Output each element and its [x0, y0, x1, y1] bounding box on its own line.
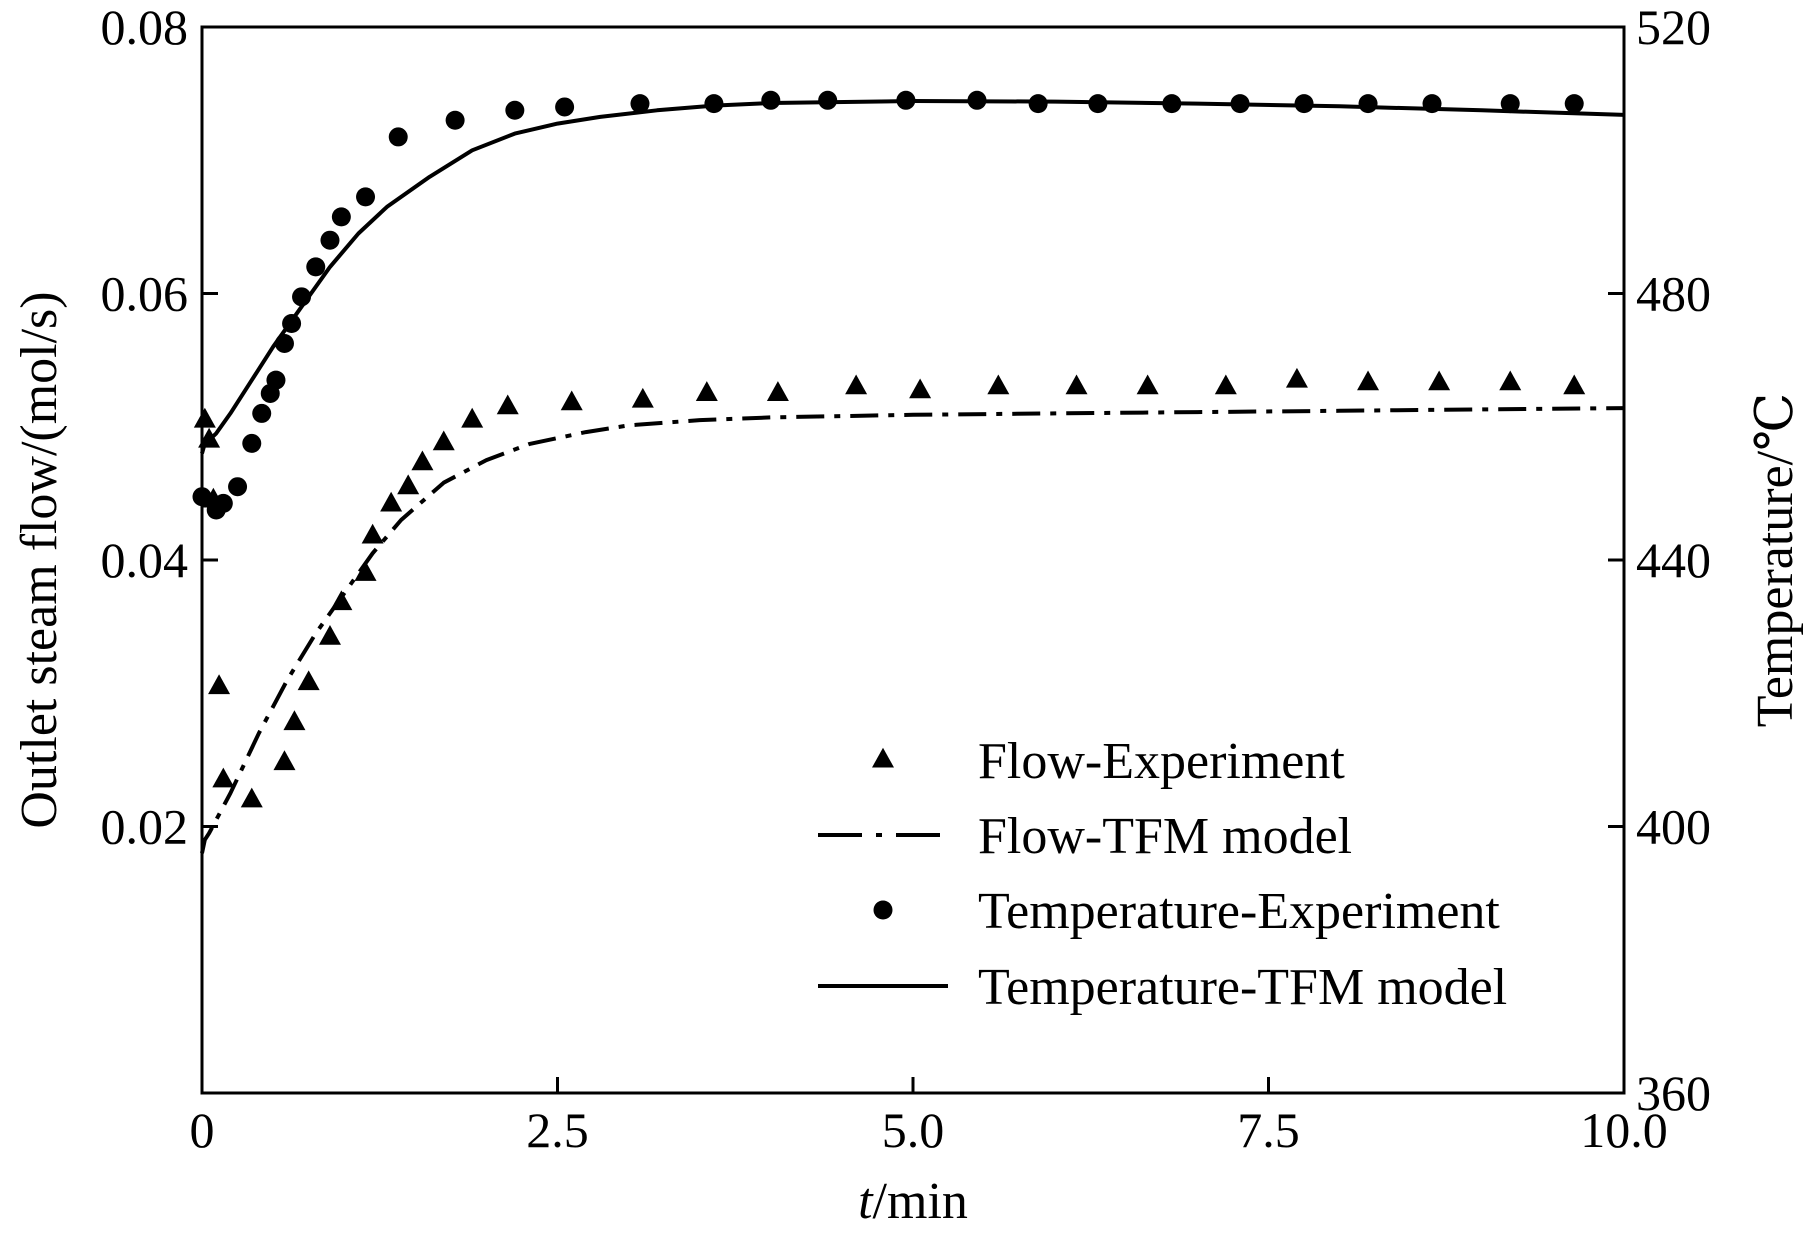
legend-label: Temperature-Experiment — [978, 883, 1500, 940]
series-points-2 — [192, 90, 1584, 520]
data-point-triangle — [987, 374, 1010, 395]
data-point-triangle — [1285, 367, 1308, 388]
y-right-tick-label: 360 — [1636, 1065, 1711, 1121]
data-point-circle — [761, 90, 781, 110]
y-left-tick-label: 0.04 — [101, 532, 189, 588]
data-point-triangle — [1214, 374, 1237, 395]
data-point-triangle — [461, 407, 484, 428]
data-point-circle — [555, 97, 575, 117]
data-point-triangle — [1136, 374, 1159, 395]
y-left-axis-title: Outlet steam flow/(mol/s) — [11, 291, 68, 828]
series-line-1 — [200, 406, 1625, 854]
data-point-triangle — [909, 378, 932, 399]
data-point-circle — [1028, 94, 1048, 114]
y-left-tick-label: 0.08 — [101, 0, 189, 55]
y-right-tick-label: 480 — [1636, 266, 1711, 322]
legend-item: Flow-TFM model — [818, 808, 1352, 865]
y-left-tick-label: 0.06 — [101, 266, 189, 322]
data-point-circle — [630, 94, 650, 114]
legend-item: Flow-Experiment — [872, 733, 1345, 790]
legend-label: Flow-TFM model — [978, 808, 1352, 865]
x-tick-label: 0 — [190, 1102, 215, 1158]
data-point-triangle — [560, 390, 583, 411]
data-point-triangle — [380, 491, 403, 512]
x-axis-title: t/min — [858, 1173, 968, 1230]
data-point-triangle — [208, 674, 231, 695]
data-point-circle — [242, 433, 262, 453]
data-point-circle — [228, 477, 248, 497]
series-line — [200, 406, 1625, 854]
data-point-triangle — [1357, 370, 1380, 391]
y-right-tick-label: 520 — [1636, 0, 1711, 55]
data-point-triangle — [766, 381, 789, 401]
data-point-triangle — [361, 523, 384, 544]
x-tick-label: 7.5 — [1237, 1102, 1300, 1158]
x-axis-title-variable: t — [858, 1173, 874, 1230]
y-left-tick-label: 0.02 — [101, 799, 189, 855]
legend-item: Temperature-TFM model — [818, 959, 1507, 1016]
series-layer — [192, 90, 1625, 854]
data-point-circle — [388, 127, 408, 147]
data-point-triangle — [845, 374, 868, 395]
y-right-axis-title: Temperature/℃ — [1747, 393, 1804, 728]
data-point-triangle — [695, 381, 718, 401]
data-point-triangle — [354, 561, 377, 581]
x-axis-title-unit: /min — [873, 1173, 968, 1230]
data-point-circle — [356, 187, 376, 207]
y-right-tick-label: 440 — [1636, 532, 1711, 588]
series-line-3 — [200, 99, 1625, 454]
data-point-circle — [252, 403, 272, 423]
series-points-0 — [193, 367, 1586, 808]
legend-circle-swatch — [873, 900, 893, 920]
data-point-triangle — [193, 407, 216, 428]
x-tick-label: 2.5 — [526, 1102, 589, 1158]
data-point-circle — [320, 230, 340, 250]
data-point-triangle — [212, 767, 235, 788]
data-point-triangle — [631, 387, 654, 408]
axis-ticks: 0 2.5 5.0 7.5 10.0 0.02 0.04 0.06 0.08 360 400 440 4… — [101, 0, 1712, 1158]
data-point-triangle — [1065, 374, 1088, 395]
data-point-triangle — [411, 450, 434, 471]
data-point-circle — [192, 487, 212, 507]
data-point-triangle — [240, 787, 263, 808]
data-point-circle — [1564, 94, 1584, 114]
data-point-circle — [1294, 94, 1314, 114]
x-tick-label: 10.0 — [1580, 1102, 1668, 1158]
x-tick-label: 5.0 — [882, 1102, 945, 1158]
data-point-circle — [306, 257, 326, 277]
data-point-circle — [505, 100, 525, 120]
legend-triangle-swatch — [872, 747, 894, 768]
legend: Flow-Experiment Flow-TFM model Temperature… — [818, 733, 1507, 1016]
data-point-triangle — [1428, 370, 1451, 391]
legend-item: Temperature-Experiment — [873, 883, 1500, 940]
data-point-triangle — [397, 474, 420, 495]
data-point-circle — [266, 370, 286, 390]
data-point-triangle — [432, 430, 455, 451]
data-point-circle — [331, 207, 351, 227]
data-point-triangle — [273, 750, 296, 771]
data-point-triangle — [496, 394, 519, 415]
data-point-circle — [1500, 94, 1520, 114]
y-right-tick-label: 400 — [1636, 799, 1711, 855]
data-point-circle — [213, 493, 233, 513]
data-point-triangle — [318, 625, 341, 645]
data-point-circle — [445, 110, 465, 130]
data-point-triangle — [1499, 370, 1522, 391]
series-line — [200, 99, 1625, 454]
legend-label: Temperature-TFM model — [978, 959, 1507, 1016]
legend-label: Flow-Experiment — [978, 733, 1345, 790]
data-point-circle — [1358, 94, 1378, 114]
data-point-triangle — [283, 710, 306, 731]
data-point-triangle — [1563, 374, 1586, 395]
data-point-triangle — [297, 670, 320, 691]
